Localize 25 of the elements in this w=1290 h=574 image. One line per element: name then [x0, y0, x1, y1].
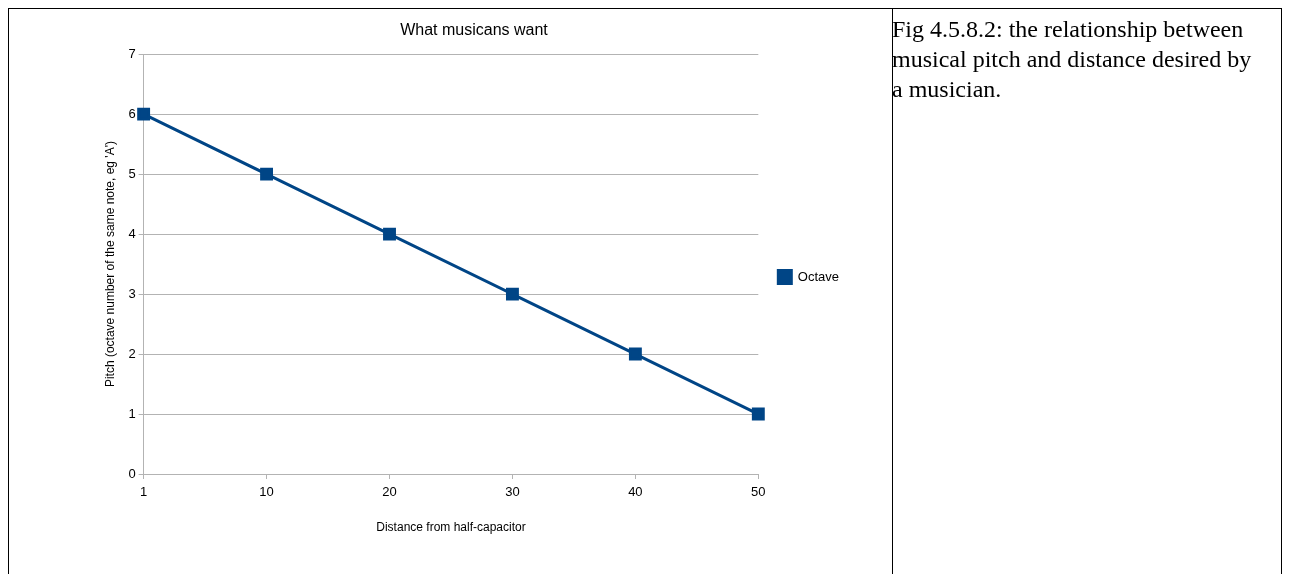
point [505, 287, 519, 301]
y-tick-label: 3 [128, 285, 136, 301]
point [628, 347, 642, 361]
x-tick-label: 10 [259, 484, 274, 500]
point [260, 167, 274, 181]
x-axis-title: Distance from half-capacitor [376, 520, 526, 535]
y-axis-title: Pitch (octave number of the same note, eg 'A') [102, 141, 117, 388]
y-tick-label: 0 [128, 465, 136, 481]
y-tick-label: 7 [128, 45, 136, 61]
x-tick-label: 20 [382, 484, 397, 500]
y-tick-label: 6 [128, 105, 136, 121]
x-tick-label: 1 [140, 484, 148, 500]
legend-label: Octave [797, 268, 839, 284]
y-tick-label: 2 [128, 345, 136, 361]
point [137, 107, 151, 121]
x-tick-label: 30 [505, 484, 520, 500]
chart-title: What musicans want [400, 21, 549, 39]
x-tick-label: 40 [628, 484, 643, 500]
y-tick-label: 1 [128, 405, 136, 421]
caption: Fig 4.5.8.2: the relationship between musical pitch and distance desired by a musician. [892, 15, 1253, 104]
x-tick-label: 50 [751, 484, 766, 500]
point [383, 227, 396, 241]
point [751, 407, 765, 421]
y-tick-label: 4 [128, 225, 136, 241]
y-tick-label: 5 [128, 165, 136, 181]
